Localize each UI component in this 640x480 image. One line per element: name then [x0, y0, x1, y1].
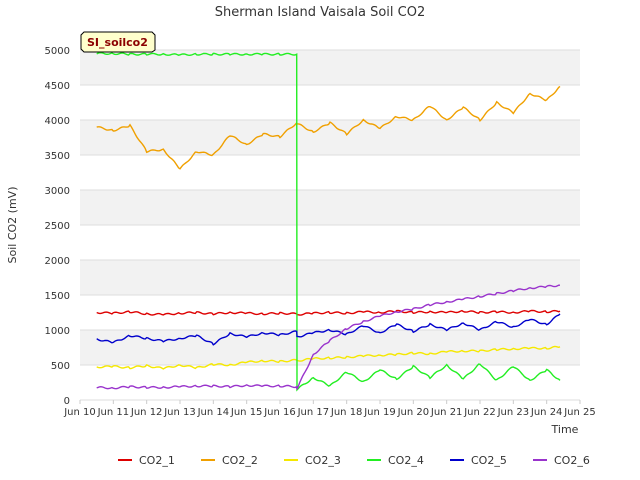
y-axis-ticks: 0 500 1000 1500 2000 2500 3000 3500 4000 4500 5000 — [45, 46, 70, 407]
series-line-co2-4 — [96, 51, 561, 392]
legend-label: CO2_4 — [388, 454, 424, 467]
series-line-co2-6 — [96, 284, 560, 390]
y-tick-label: 3000 — [45, 186, 70, 197]
x-tick-label: Jun 19 — [363, 407, 396, 418]
y-tick-label: 5000 — [45, 46, 70, 57]
y-tick-label: 4500 — [45, 81, 70, 92]
y-tick-label: 2500 — [45, 221, 70, 232]
badge-box — [80, 31, 156, 53]
legend-label: CO2_6 — [554, 454, 590, 467]
x-tick-label: Jun 25 — [563, 407, 596, 418]
source-badge: SI_soilco2 — [80, 31, 156, 53]
x-tick-label: Jun 17 — [297, 407, 330, 418]
x-tick-label: Jun 11 — [97, 407, 130, 418]
x-axis-ticks: Jun 10 Jun 11 Jun 12 Jun 13 Jun 14 Jun 15 Jun … — [63, 400, 596, 418]
series-line-co2-5 — [96, 313, 561, 346]
chart-title: Sherman Island Vaisala Soil CO2 — [215, 5, 425, 20]
legend-label: CO2_3 — [305, 454, 341, 467]
x-axis-label: Time — [551, 423, 579, 436]
x-tick-label: Jun 12 — [130, 407, 163, 418]
x-tick-label: Jun 24 — [530, 407, 563, 418]
series-line-co2-2 — [96, 85, 561, 170]
legend-label: CO2_5 — [471, 454, 507, 467]
x-tick-label: Jun 13 — [163, 407, 196, 418]
y-tick-label: 1500 — [45, 291, 70, 302]
legend: CO2_1 CO2_2 CO2_3 CO2_4 CO2_5 CO2_6 — [118, 454, 590, 467]
grid — [80, 49, 580, 401]
x-tick-label: Jun 14 — [197, 407, 230, 418]
y-tick-label: 500 — [51, 361, 70, 372]
y-axis-label: Soil CO2 (mV) — [6, 187, 19, 264]
series-lines — [96, 51, 561, 392]
x-tick-label: Jun 16 — [263, 407, 296, 418]
x-tick-label: Jun 18 — [330, 407, 363, 418]
y-tick-label: 2000 — [45, 256, 70, 267]
x-tick-label: Jun 22 — [463, 407, 496, 418]
y-tick-label: 0 — [64, 396, 70, 407]
series-line-co2-1 — [96, 309, 561, 316]
x-tick-label: Jun 15 — [230, 407, 263, 418]
legend-label: CO2_2 — [222, 454, 258, 467]
legend-label: CO2_1 — [139, 454, 175, 467]
x-tick-label: Jun 21 — [430, 407, 463, 418]
series-line-co2-3 — [96, 345, 561, 370]
y-tick-label: 4000 — [45, 116, 70, 127]
grid-band — [80, 50, 580, 85]
grid-band — [80, 190, 580, 225]
y-tick-label: 3500 — [45, 151, 70, 162]
grid-band — [80, 330, 580, 365]
x-tick-label: Jun 10 — [63, 407, 96, 418]
y-tick-label: 1000 — [45, 326, 70, 337]
grid-band — [80, 260, 580, 295]
x-tick-label: Jun 20 — [397, 407, 430, 418]
x-tick-label: Jun 23 — [497, 407, 530, 418]
badge-label: SI_soilco2 — [87, 36, 148, 49]
